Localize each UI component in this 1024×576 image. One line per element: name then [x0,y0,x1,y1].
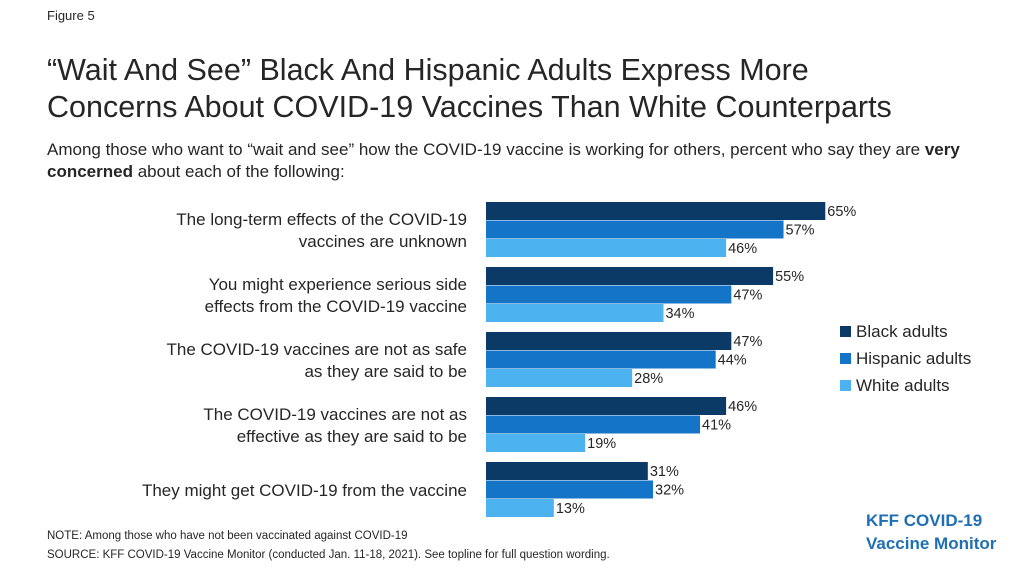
bar [486,480,654,499]
bar [486,332,732,350]
kff-logo: KFF COVID-19 Vaccine Monitor [866,509,996,555]
chart-subtitle: Among those who want to “wait and see” h… [47,139,987,183]
bar [486,304,664,322]
subtitle-text-end: about each of the following: [132,162,345,181]
source-text: SOURCE: KFF COVID-19 Vaccine Monitor (co… [47,549,610,561]
legend-label-black: Black adults [856,321,948,341]
bar [486,239,727,257]
data-label: 34% [665,306,694,322]
brand-line2: Vaccine Monitor [866,534,997,553]
data-label: 57% [786,223,815,239]
data-label: 28% [634,371,663,387]
legend-swatch-hispanic [840,353,851,364]
legend-item-hispanic: Hispanic adults [840,345,971,372]
bar [486,267,774,285]
subtitle-text: Among those who want to “wait and see” h… [47,140,925,159]
bar [486,434,586,452]
data-label: 65% [827,204,856,220]
data-label: 47% [733,288,762,304]
legend-item-white: White adults [840,372,971,399]
figure-label: Figure 5 [47,8,95,23]
chart-legend: Black adults Hispanic adults White adult… [840,318,971,399]
data-label: 32% [655,483,684,499]
legend-swatch-white [840,380,851,391]
data-label: 31% [650,464,679,480]
bar [486,202,826,220]
bar [486,220,784,239]
data-label: 46% [728,241,757,257]
category-label: They might get COVID-19 from the vaccine [142,481,467,500]
chart-title-line1: “Wait And See” Black And Hispanic Adults… [47,53,809,87]
data-label: 44% [718,353,747,369]
data-label: 55% [775,269,804,285]
brand-line1: KFF COVID-19 [866,511,983,530]
bar [486,499,554,517]
category-label: The long-term effects of the COVID-19 [176,210,467,229]
data-label: 41% [702,418,731,434]
category-label: The COVID-19 vaccines are not as safe [167,340,467,359]
bar [486,415,701,434]
legend-item-black: Black adults [840,318,971,345]
data-label: 47% [733,334,762,350]
data-label: 19% [587,436,616,452]
bar [486,350,716,369]
category-label: as they are said to be [304,362,467,381]
chart-title: “Wait And See” Black And Hispanic Adults… [47,52,987,126]
note-text: NOTE: Among those who have not been vacc… [47,530,408,542]
category-label: You might experience serious side [209,275,467,294]
data-label: 46% [728,399,757,415]
category-label: vaccines are unknown [299,232,467,251]
data-label: 13% [556,501,585,517]
category-label: The COVID-19 vaccines are not as [203,405,467,424]
bar [486,397,727,415]
legend-swatch-black [840,326,851,337]
chart-title-line2: Concerns About COVID-19 Vaccines Than Wh… [47,90,892,124]
bar [486,369,633,387]
bar [486,462,648,480]
legend-label-hispanic: Hispanic adults [856,348,972,368]
footnotes: NOTE: Among those who have not been vacc… [47,527,610,565]
bar [486,285,732,304]
subtitle-emphasis: very concerned [47,140,960,181]
category-label: effective as they are said to be [237,427,467,446]
category-label: effects from the COVID-19 vaccine [205,297,467,316]
legend-label-white: White adults [856,375,950,395]
